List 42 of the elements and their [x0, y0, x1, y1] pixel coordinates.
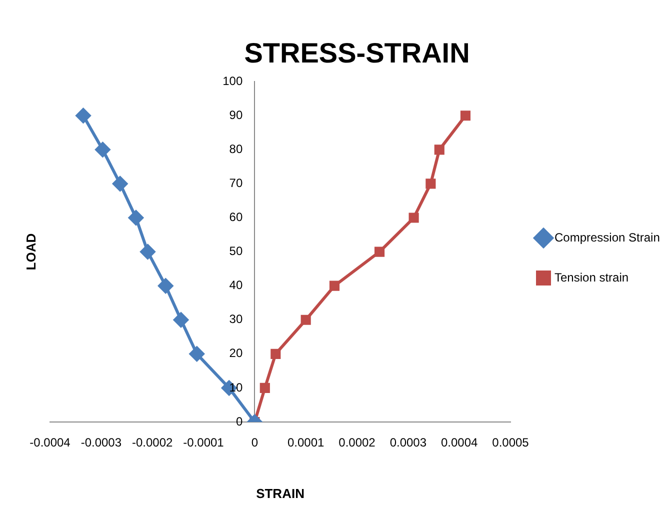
point: [128, 210, 144, 226]
x-tick-label: -0.0003: [80, 436, 122, 450]
y-tick-label: 30: [229, 312, 243, 326]
y-tick-label: 60: [229, 210, 243, 224]
point: [95, 142, 110, 158]
x-tick-label: 0.0003: [390, 436, 427, 450]
x-axis-title: STRAIN: [256, 486, 304, 501]
y-axis-title: LOAD: [24, 233, 39, 270]
y-tick-label: 70: [229, 176, 243, 190]
point: [158, 278, 174, 294]
point: [76, 108, 91, 124]
x-tick-label: 0.0005: [492, 436, 530, 450]
point: [434, 144, 444, 155]
point: [140, 244, 156, 260]
x-tick-label: 0: [251, 436, 258, 450]
y-tick-label: 80: [229, 142, 243, 156]
chart-title: STRESS-STRAIN: [244, 38, 470, 69]
x-tick-label: -0.0004: [30, 436, 71, 450]
point: [374, 246, 385, 257]
legend-label: Compression Strain: [554, 230, 660, 244]
y-tick-label: 90: [229, 108, 243, 122]
y-tick-label: 50: [229, 244, 243, 258]
point: [300, 314, 311, 325]
point: [460, 110, 471, 121]
y-tick-label: 20: [229, 346, 243, 360]
legend-label: Tension strain: [554, 270, 629, 284]
x-tick-label: -0.0001: [183, 436, 224, 450]
x-tick-label: 0.0002: [338, 436, 376, 450]
point: [408, 212, 419, 223]
point: [260, 382, 270, 393]
point: [173, 312, 188, 328]
point: [329, 280, 340, 291]
y-tick-label: 0: [236, 414, 243, 428]
point: [189, 346, 204, 362]
y-tick-label: 40: [229, 278, 243, 292]
x-tick-label: 0.0004: [440, 436, 478, 450]
point: [426, 178, 436, 189]
point: [270, 348, 281, 359]
x-tick-label: -0.0002: [132, 436, 174, 450]
x-tick-label: 0.0001: [287, 436, 325, 450]
point: [112, 176, 128, 192]
y-tick-label: 100: [222, 74, 243, 88]
